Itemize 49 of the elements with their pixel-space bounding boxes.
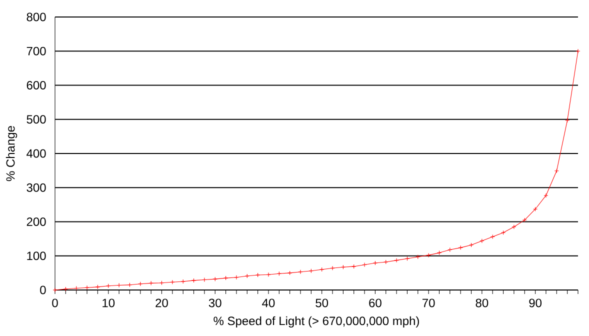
point	[320, 267, 324, 272]
x-tick-label: 90	[529, 298, 542, 308]
point	[426, 252, 431, 258]
point	[116, 282, 122, 288]
y-tick-label: 200	[26, 217, 46, 226]
x-tick-label: 40	[262, 298, 275, 308]
point	[224, 276, 228, 280]
point	[394, 258, 399, 263]
y-tick-label: 400	[26, 149, 46, 158]
point	[266, 272, 271, 277]
point	[298, 270, 303, 274]
y-tick-label: 500	[26, 115, 46, 124]
point	[95, 284, 100, 290]
point	[384, 260, 388, 264]
point	[63, 286, 68, 292]
x-tick-label: 50	[316, 298, 328, 308]
point	[191, 278, 196, 283]
x-tick-label: 20	[156, 298, 168, 308]
point	[362, 262, 367, 268]
point	[372, 260, 378, 266]
x-tick-label: 0	[52, 298, 58, 308]
y-tick-label: 700	[26, 46, 46, 56]
y-tick-label: 800	[26, 12, 46, 22]
point	[469, 242, 474, 248]
point	[84, 285, 90, 290]
point	[180, 279, 186, 284]
point	[202, 277, 207, 282]
point	[256, 272, 260, 278]
point	[288, 270, 292, 276]
y-tick-label: 300	[26, 183, 46, 192]
point	[544, 193, 548, 198]
point	[512, 224, 516, 230]
x-tick-label: 70	[422, 298, 435, 308]
point	[234, 275, 239, 280]
y-tick-label: 600	[26, 80, 46, 90]
x-tick-label: 10	[102, 298, 115, 308]
point	[330, 266, 335, 270]
y-tick-label: 100	[27, 252, 46, 260]
point	[244, 274, 250, 278]
point	[352, 264, 356, 269]
point	[148, 280, 154, 286]
point	[522, 218, 527, 222]
point	[480, 238, 484, 244]
x-tick-label: 30	[208, 298, 222, 308]
x-axis-title: % Speed of Light (> 670,000,000 mph)	[214, 316, 419, 328]
y-axis-title: % Change	[6, 126, 18, 182]
x-tick-label: 80	[476, 298, 488, 308]
y-tick-label: 0	[40, 286, 46, 294]
x-tick-label: 60	[369, 298, 382, 308]
